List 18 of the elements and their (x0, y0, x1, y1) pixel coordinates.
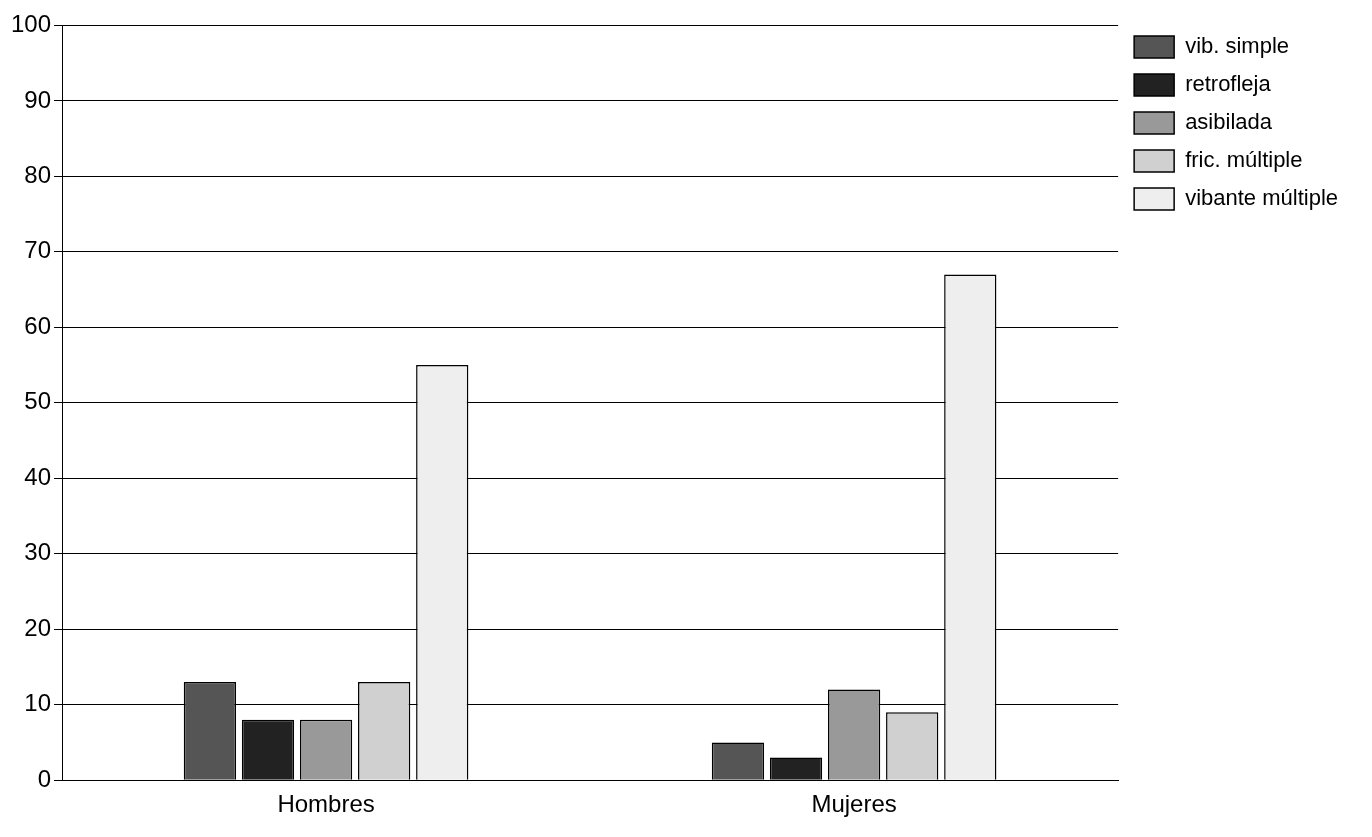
y-tick-label: 90 (24, 85, 52, 113)
y-tick-label: 20 (24, 613, 52, 641)
y-tick-label: 10 (24, 689, 52, 717)
y-tick-label: 100 (11, 10, 52, 38)
y-tick-label: 80 (24, 160, 52, 188)
legend-label: vib. simple (1185, 33, 1290, 59)
y-tick-label: 0 (37, 764, 52, 792)
y-tick-label: 50 (24, 387, 52, 415)
legend-label: fric. múltiple (1185, 147, 1303, 173)
x-tick-label: Hombres (277, 790, 375, 818)
legend-label: vibante múltiple (1185, 185, 1339, 211)
y-tick-label: 40 (24, 462, 52, 490)
y-tick-label: 60 (24, 311, 52, 339)
y-tick-label: 70 (24, 236, 52, 264)
legend-label: retrofleja (1185, 71, 1272, 97)
legend-label: asibilada (1185, 109, 1273, 135)
y-tick-label: 30 (24, 538, 52, 566)
x-tick-label: Mujeres (811, 790, 897, 818)
